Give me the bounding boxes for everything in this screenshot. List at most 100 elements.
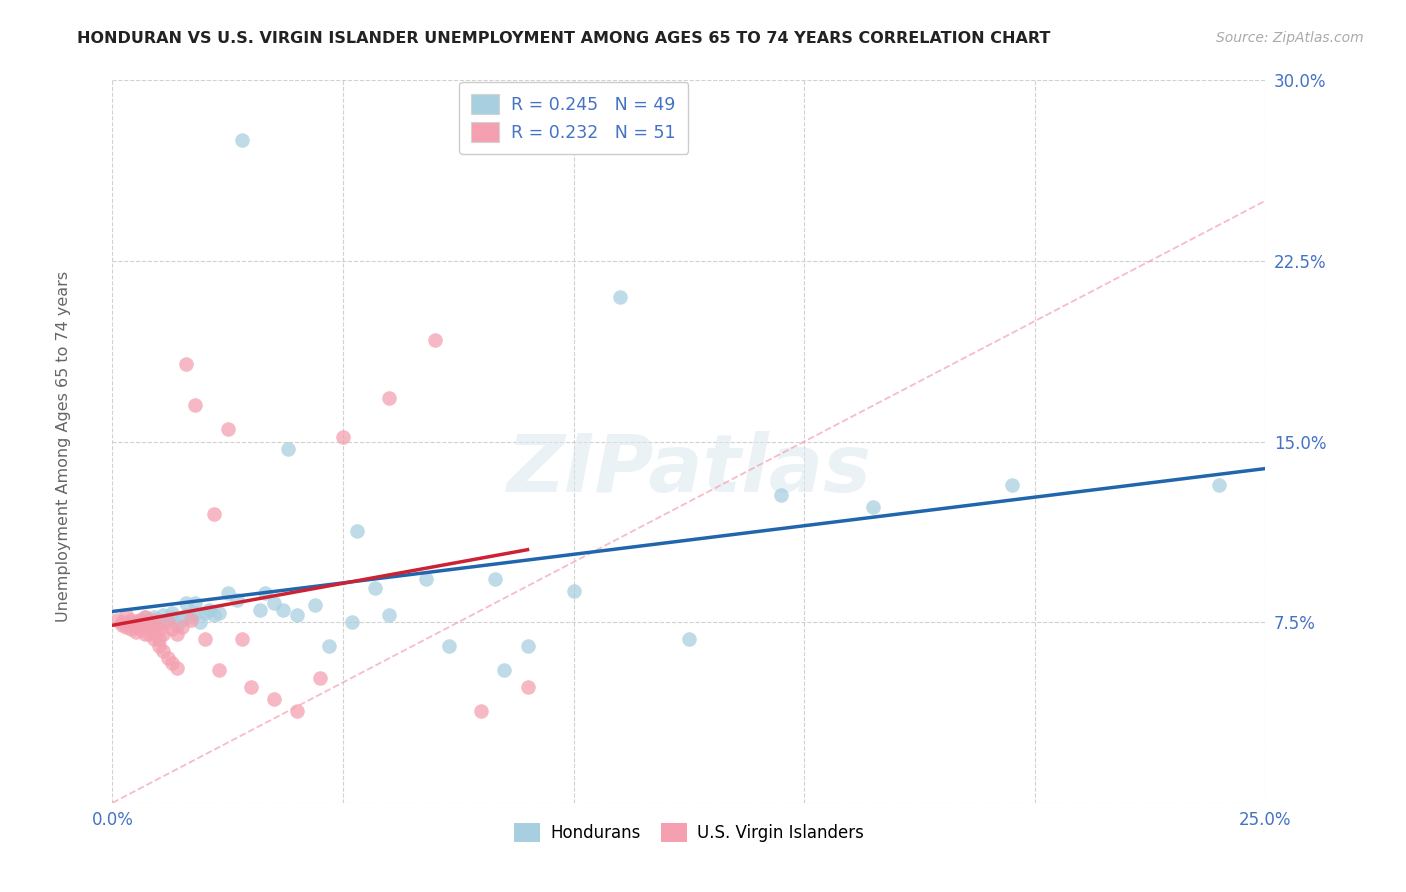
Point <box>138 627 160 641</box>
Point <box>198 603 221 617</box>
Point <box>143 613 166 627</box>
Point <box>318 639 340 653</box>
Point <box>143 632 166 646</box>
Point <box>285 607 308 622</box>
Point <box>285 704 308 718</box>
Point <box>437 639 460 653</box>
Point <box>188 615 211 630</box>
Point <box>115 620 138 634</box>
Point <box>263 692 285 706</box>
Point <box>134 615 156 630</box>
Point <box>239 680 262 694</box>
Point <box>134 627 156 641</box>
Point <box>1208 478 1230 492</box>
Point <box>332 430 354 444</box>
Point <box>378 391 401 405</box>
Point <box>184 596 207 610</box>
Point <box>207 664 229 678</box>
Point <box>309 671 332 685</box>
Point <box>129 613 152 627</box>
Point <box>253 586 276 600</box>
Point <box>415 572 437 586</box>
Point <box>231 133 253 147</box>
Point <box>263 596 285 610</box>
Point <box>174 596 197 610</box>
Point <box>207 606 229 620</box>
Point <box>162 610 184 624</box>
Point <box>138 620 160 634</box>
Text: HONDURAN VS U.S. VIRGIN ISLANDER UNEMPLOYMENT AMONG AGES 65 TO 74 YEARS CORRELAT: HONDURAN VS U.S. VIRGIN ISLANDER UNEMPLO… <box>77 31 1050 46</box>
Point <box>562 583 585 598</box>
Point <box>516 680 538 694</box>
Point <box>170 620 193 634</box>
Point <box>148 615 170 630</box>
Point <box>111 615 134 630</box>
Text: ZIPatlas: ZIPatlas <box>506 432 872 509</box>
Point <box>134 610 156 624</box>
Point <box>120 615 142 630</box>
Point <box>180 613 202 627</box>
Point <box>138 613 160 627</box>
Legend: Hondurans, U.S. Virgin Islanders: Hondurans, U.S. Virgin Islanders <box>508 816 870 848</box>
Point <box>202 607 225 622</box>
Point <box>425 334 447 348</box>
Point <box>166 627 188 641</box>
Text: Unemployment Among Ages 65 to 74 years: Unemployment Among Ages 65 to 74 years <box>56 270 70 622</box>
Point <box>152 644 174 658</box>
Text: Source: ZipAtlas.com: Source: ZipAtlas.com <box>1216 31 1364 45</box>
Point <box>143 624 166 639</box>
Point <box>174 607 197 622</box>
Point <box>217 586 239 600</box>
Point <box>129 613 152 627</box>
Point <box>152 607 174 622</box>
Point <box>105 613 128 627</box>
Point <box>194 632 217 646</box>
Point <box>174 358 197 372</box>
Point <box>170 613 193 627</box>
Point <box>148 632 170 646</box>
Point <box>226 593 249 607</box>
Point <box>516 639 538 653</box>
Point <box>152 627 174 641</box>
Point <box>143 610 166 624</box>
Point <box>346 524 368 538</box>
Point <box>378 607 401 622</box>
Point <box>148 639 170 653</box>
Point <box>156 651 179 665</box>
Point <box>271 603 294 617</box>
Point <box>609 290 631 304</box>
Point <box>156 615 179 630</box>
Point <box>180 610 202 624</box>
Point <box>184 398 207 412</box>
Point <box>342 615 364 630</box>
Point <box>184 606 207 620</box>
Point <box>129 623 152 637</box>
Point <box>129 620 152 634</box>
Point <box>470 704 492 718</box>
Point <box>162 623 184 637</box>
Point <box>143 617 166 632</box>
Point <box>277 442 299 456</box>
Point <box>249 603 271 617</box>
Point <box>166 661 188 675</box>
Point <box>494 664 516 678</box>
Point <box>217 422 239 436</box>
Point <box>148 623 170 637</box>
Point <box>166 617 188 632</box>
Point <box>115 607 138 622</box>
Point <box>111 617 134 632</box>
Point <box>134 620 156 634</box>
Point <box>304 599 326 613</box>
Point <box>120 623 142 637</box>
Point <box>770 487 793 501</box>
Point <box>862 500 884 514</box>
Point <box>134 610 156 624</box>
Point <box>231 632 253 646</box>
Point <box>162 656 184 670</box>
Point <box>120 613 142 627</box>
Point <box>124 617 146 632</box>
Point <box>156 613 179 627</box>
Point <box>678 632 700 646</box>
Point <box>124 624 146 639</box>
Point <box>162 606 184 620</box>
